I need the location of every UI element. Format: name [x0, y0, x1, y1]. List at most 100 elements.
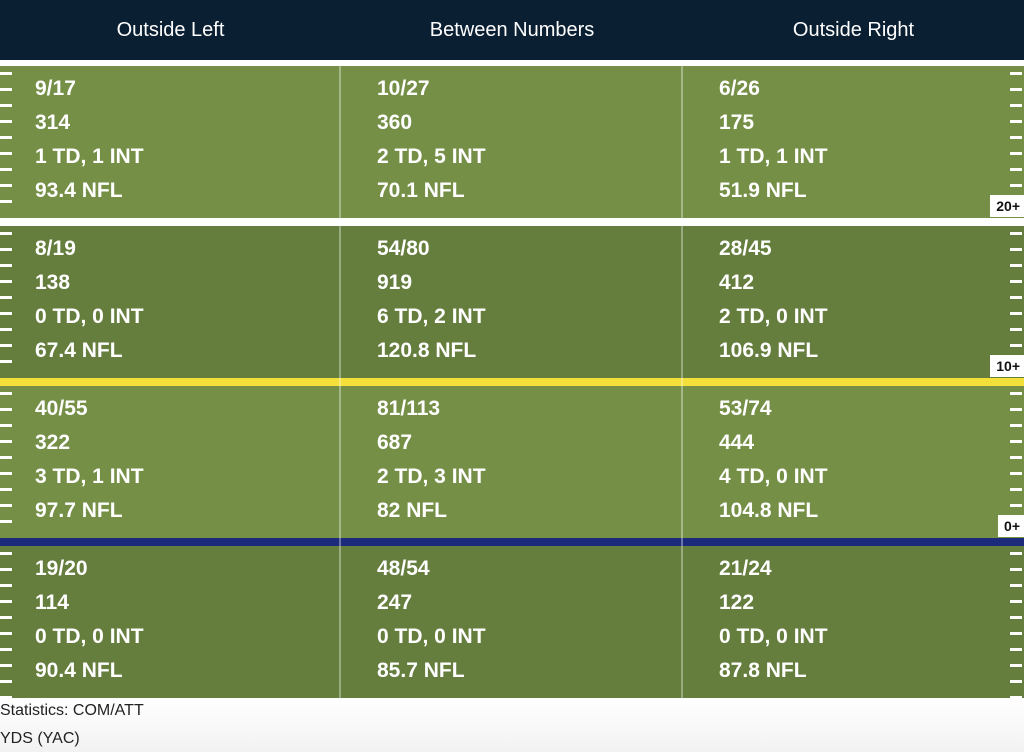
yard-tick-left — [0, 72, 12, 75]
zone-depth-badge: 0+ — [998, 515, 1024, 537]
yard-tick-left — [0, 408, 12, 411]
yard-tick-right — [1010, 152, 1022, 155]
yard-tick-left — [0, 520, 12, 523]
stat-td-int: 1 TD, 1 INT — [719, 145, 828, 168]
yard-tick-right — [1010, 280, 1022, 283]
stat-td-int: 0 TD, 0 INT — [35, 625, 144, 648]
stat-nfl-rating: 51.9 NFL — [719, 179, 807, 202]
column-divider-1 — [339, 66, 341, 698]
stat-cell: 48/54 247 0 TD, 0 INT 85.7 NFL — [377, 552, 486, 688]
stat-yards: 122 — [719, 591, 755, 614]
stat-td-int: 0 TD, 0 INT — [35, 305, 144, 328]
yard-tick-right — [1010, 136, 1022, 139]
yard-tick-right — [1010, 584, 1022, 587]
yard-tick-left — [0, 504, 12, 507]
stat-yards: 687 — [377, 431, 413, 454]
yard-tick-left — [0, 664, 12, 667]
stat-cell: 6/26 175 1 TD, 1 INT 51.9 NFL — [719, 72, 828, 208]
yard-tick-right — [1010, 504, 1022, 507]
yard-tick-left — [0, 632, 12, 635]
stat-td-int: 0 TD, 0 INT — [377, 625, 486, 648]
stat-td-int: 3 TD, 1 INT — [35, 465, 144, 488]
stat-nfl-rating: 67.4 NFL — [35, 339, 123, 362]
stat-cell: 19/20 114 0 TD, 0 INT 90.4 NFL — [35, 552, 144, 688]
stat-td-int: 2 TD, 3 INT — [377, 465, 486, 488]
yard-tick-left — [0, 312, 12, 315]
stat-cell: 53/74 444 4 TD, 0 INT 104.8 NFL — [719, 392, 828, 528]
yard-tick-right — [1010, 664, 1022, 667]
stat-completions-attempts: 21/24 — [719, 557, 772, 580]
yard-tick-right — [1010, 488, 1022, 491]
column-divider-2 — [681, 66, 683, 698]
yard-tick-right — [1010, 104, 1022, 107]
column-header-2: Between Numbers — [429, 19, 595, 41]
yard-tick-right — [1010, 616, 1022, 619]
yard-tick-right — [1010, 328, 1022, 331]
stat-nfl-rating: 120.8 NFL — [377, 339, 477, 362]
stat-td-int: 2 TD, 5 INT — [377, 145, 486, 168]
stat-completions-attempts: 81/113 — [377, 397, 441, 420]
stat-cell: 21/24 122 0 TD, 0 INT 87.8 NFL — [719, 552, 828, 688]
yard-tick-right — [1010, 296, 1022, 299]
first-down-line — [0, 378, 1024, 386]
yard-tick-right — [1010, 88, 1022, 91]
yard-tick-left — [0, 232, 12, 235]
stat-cell: 9/17 314 1 TD, 1 INT 93.4 NFL — [35, 72, 144, 208]
stat-nfl-rating: 97.7 NFL — [35, 499, 123, 522]
yard-tick-left — [0, 616, 12, 619]
stat-cell: 54/80 919 6 TD, 2 INT 120.8 NFL — [377, 232, 486, 368]
yard-tick-right — [1010, 424, 1022, 427]
stat-completions-attempts: 8/19 — [35, 237, 76, 260]
stat-completions-attempts: 28/45 — [719, 237, 772, 260]
yard-tick-right — [1010, 344, 1022, 347]
line-of-scrimmage — [0, 538, 1024, 546]
yard-tick-left — [0, 648, 12, 651]
zone-band-3 — [0, 386, 1024, 538]
white-line-20 — [0, 218, 1024, 226]
yard-tick-left — [0, 600, 12, 603]
stat-yards: 412 — [719, 271, 755, 294]
yard-tick-right — [1010, 552, 1022, 555]
stat-completions-attempts: 10/27 — [377, 77, 430, 100]
yard-tick-left — [0, 488, 12, 491]
stat-nfl-rating: 106.9 NFL — [719, 339, 819, 362]
yard-tick-right — [1010, 72, 1022, 75]
yard-tick-left — [0, 552, 12, 555]
stat-cell: 40/55 322 3 TD, 1 INT 97.7 NFL — [35, 392, 144, 528]
legend-line-2: YDS (YAC) — [0, 730, 80, 747]
yard-tick-left — [0, 248, 12, 251]
stat-completions-attempts: 54/80 — [377, 237, 430, 260]
yard-tick-right — [1010, 648, 1022, 651]
yard-tick-left — [0, 280, 12, 283]
stat-nfl-rating: 82 NFL — [377, 499, 448, 522]
stat-yards: 444 — [719, 431, 755, 454]
stat-completions-attempts: 48/54 — [377, 557, 430, 580]
zone-depth-badge: 10+ — [990, 355, 1024, 377]
stat-td-int: 6 TD, 2 INT — [377, 305, 486, 328]
yard-tick-left — [0, 152, 12, 155]
stat-nfl-rating: 85.7 NFL — [377, 659, 465, 682]
stat-completions-attempts: 9/17 — [35, 77, 76, 100]
stat-nfl-rating: 90.4 NFL — [35, 659, 123, 682]
yard-tick-left — [0, 360, 12, 363]
yard-tick-left — [0, 680, 12, 683]
stat-cell: 81/113 687 2 TD, 3 INT 82 NFL — [377, 392, 486, 528]
stat-nfl-rating: 93.4 NFL — [35, 179, 123, 202]
yard-tick-right — [1010, 456, 1022, 459]
stat-nfl-rating: 104.8 NFL — [719, 499, 819, 522]
column-header-1: Outside Left — [116, 19, 225, 41]
yard-tick-left — [0, 344, 12, 347]
stat-completions-attempts: 53/74 — [719, 397, 772, 420]
yard-tick-left — [0, 424, 12, 427]
yard-tick-right — [1010, 696, 1022, 699]
yard-tick-left — [0, 120, 12, 123]
yard-tick-right — [1010, 632, 1022, 635]
yard-tick-right — [1010, 184, 1022, 187]
yard-tick-right — [1010, 312, 1022, 315]
yard-tick-right — [1010, 392, 1022, 395]
column-header-bar: Outside Left Between Numbers Outside Right — [0, 0, 1024, 60]
stat-completions-attempts: 40/55 — [35, 397, 88, 420]
yard-tick-right — [1010, 680, 1022, 683]
yard-tick-right — [1010, 440, 1022, 443]
stat-yards: 114 — [35, 591, 69, 614]
